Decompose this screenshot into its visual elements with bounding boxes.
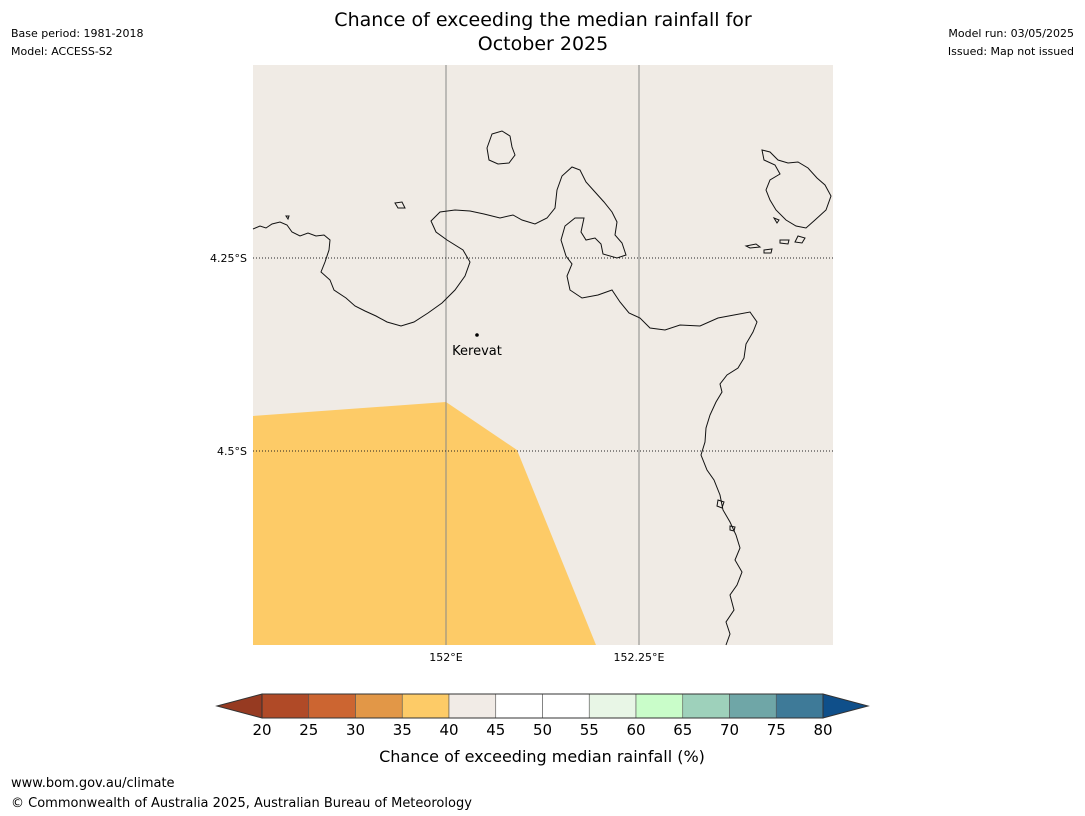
colorbar-tick-65: 65: [673, 721, 692, 739]
colorbar-tick-55: 55: [580, 721, 599, 739]
kerevat-marker: [475, 333, 479, 337]
colorbar-segment-45-50: [495, 693, 543, 719]
colorbar-segment-50-55: [542, 693, 590, 719]
header-left: Base period: 1981-2018 Model: ACCESS-S2: [11, 25, 143, 61]
colorbar-segment-60-65: [635, 693, 684, 719]
colorbar-under-arrow: [215, 693, 263, 719]
colorbar-tick-75: 75: [767, 721, 786, 739]
lon-label-152: 152°E: [429, 651, 462, 664]
colorbar-tick-45: 45: [486, 721, 505, 739]
colorbar-segment-65-70: [682, 693, 730, 719]
colorbar-tick-30: 30: [346, 721, 365, 739]
map-title: Chance of exceeding the median rainfall …: [243, 8, 843, 56]
colorbar-segment-70-75: [729, 693, 777, 719]
lat-label-4-25: 4.25°S: [210, 252, 247, 265]
colorbar-tick-70: 70: [720, 721, 739, 739]
colorbar-tick-50: 50: [533, 721, 552, 739]
colorbar-tick-20: 20: [252, 721, 271, 739]
map-title-line1: Chance of exceeding the median rainfall …: [334, 9, 752, 31]
rainfall-35-40-region: [253, 402, 596, 645]
lat-label-4-5: 4.5°S: [217, 445, 247, 458]
colorbar-segment-25-30: [308, 693, 356, 719]
kerevat-label: Kerevat: [452, 344, 502, 359]
colorbar-tick-80: 80: [813, 721, 832, 739]
lon-label-152-25: 152.25°E: [614, 651, 665, 664]
footer-copyright: © Commonwealth of Australia 2025, Austra…: [11, 796, 472, 811]
header-right: Model run: 03/05/2025 Issued: Map not is…: [948, 25, 1074, 61]
colorbar-segment-75-80: [775, 693, 824, 719]
colorbar-outline: [261, 693, 824, 719]
footer: www.bom.gov.au/climate © Commonwealth of…: [11, 774, 472, 814]
base-period-text: Base period: 1981-2018: [11, 27, 144, 40]
colorbar-segment-30-35: [355, 693, 403, 719]
colorbar-ticks: 20 25 30 35 40 45 50 55 60 65 70 75 80: [252, 721, 832, 739]
colorbar-segment-55-60: [588, 693, 637, 719]
colorbar-tick-35: 35: [393, 721, 412, 739]
colorbar-label: Chance of exceeding median rainfall (%): [379, 747, 705, 766]
map-title-line2: October 2025: [477, 33, 609, 55]
coastlines: [252, 130, 832, 646]
colorbar-segment-20-25: [261, 693, 310, 719]
model-text: Model: ACCESS-S2: [11, 45, 113, 58]
colorbar-segment-35-40: [401, 693, 450, 719]
colorbar-tick-25: 25: [299, 721, 318, 739]
model-run-text: Model run: 03/05/2025: [948, 27, 1074, 40]
colorbar: 20 25 30 35 40 45 50 55 60 65 70 75 80 Chance of exc…: [215, 693, 870, 766]
issued-text: Issued: Map not issued: [947, 45, 1074, 58]
footer-url[interactable]: www.bom.gov.au/climate: [11, 776, 175, 791]
colorbar-tick-60: 60: [626, 721, 645, 739]
colorbar-segments: [261, 693, 824, 719]
colorbar-over-arrow: [822, 693, 870, 719]
colorbar-segment-40-45: [448, 693, 497, 719]
map-panel: Kerevat 4.25°S 4.5°S 152°E 152.25°E: [210, 65, 833, 664]
colorbar-tick-40: 40: [439, 721, 458, 739]
